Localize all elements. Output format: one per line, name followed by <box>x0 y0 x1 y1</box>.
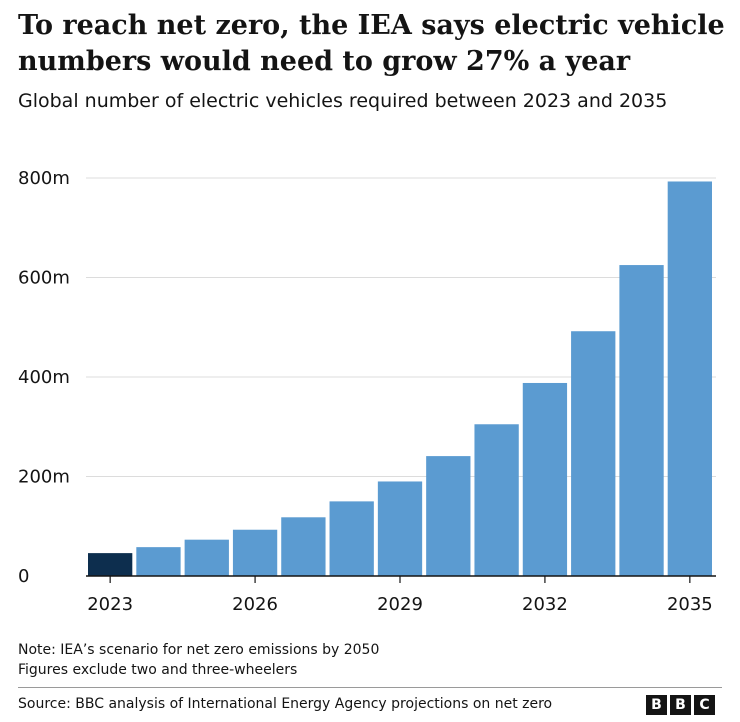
bar-2024 <box>136 547 181 576</box>
source-text: Source: BBC analysis of International En… <box>18 696 553 712</box>
bar-2028 <box>329 501 374 576</box>
chart-title: To reach net zero, the IEA says electric… <box>18 10 725 77</box>
x-tick-label: 2035 <box>667 594 713 615</box>
x-tick-label: 2026 <box>232 594 278 615</box>
chart-notes: Note: IEA’s scenario for net zero emissi… <box>18 640 379 680</box>
footer-divider <box>18 687 722 688</box>
logo-letter: B <box>646 695 667 715</box>
y-tick-label: 200m <box>18 467 70 488</box>
chart-subtitle: Global number of electric vehicles requi… <box>18 90 668 112</box>
bar-2029 <box>377 481 423 576</box>
y-tick-label: 0 <box>18 566 29 587</box>
bar-2034 <box>619 265 664 576</box>
bar-2025 <box>184 539 229 576</box>
bar-chart: 0 200m 400m 600m 800m 2023 2026 2029 2032 2035 <box>18 168 716 615</box>
x-tick-label: 2032 <box>522 594 568 615</box>
bbc-logo: B B C <box>646 695 715 715</box>
logo-letter: B <box>670 695 691 715</box>
bar-2035 <box>667 181 712 577</box>
bar-2031 <box>474 424 519 576</box>
bar-2023 <box>88 553 133 576</box>
logo-letter: C <box>694 695 715 715</box>
bar-2030 <box>426 456 471 576</box>
x-tick-label: 2023 <box>87 594 133 615</box>
y-tick-label: 600m <box>18 268 70 289</box>
bar-2027 <box>281 517 326 576</box>
note-line: Figures exclude two and three-wheelers <box>18 662 298 678</box>
y-tick-label: 400m <box>18 367 70 388</box>
bar-2033 <box>571 331 616 576</box>
y-tick-label: 800m <box>18 168 70 189</box>
bar-2026 <box>232 529 278 576</box>
note-line: Note: IEA’s scenario for net zero emissi… <box>18 642 380 658</box>
x-tick-label: 2029 <box>377 594 423 615</box>
bar-2032 <box>522 382 568 576</box>
